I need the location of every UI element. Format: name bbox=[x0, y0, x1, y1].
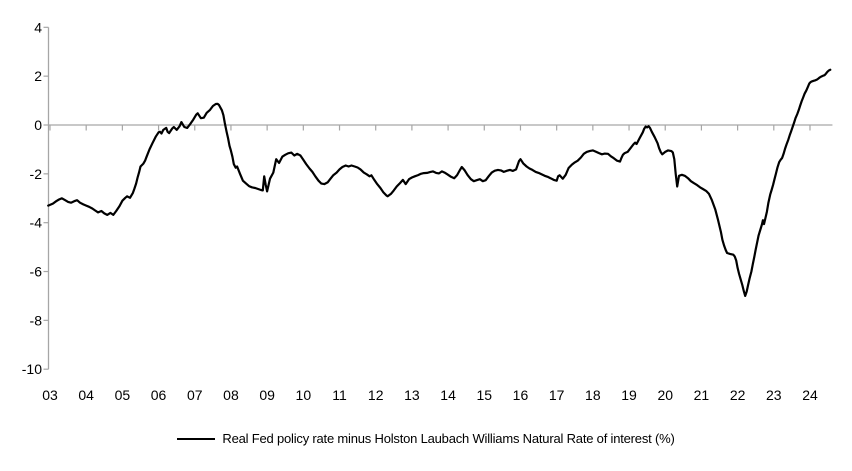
data-line-series bbox=[47, 68, 832, 297]
x-axis-label: 21 bbox=[694, 387, 710, 403]
x-axis-label: 05 bbox=[115, 387, 131, 403]
x-axis-label: 07 bbox=[187, 387, 203, 403]
x-axis-label: 09 bbox=[259, 387, 275, 403]
y-axis-label: -2 bbox=[30, 166, 43, 182]
y-axis-label: -10 bbox=[22, 361, 42, 377]
x-axis-label: 14 bbox=[440, 387, 456, 403]
x-axis-label: 17 bbox=[549, 387, 565, 403]
x-axis-label: 16 bbox=[513, 387, 529, 403]
y-axis-label: 4 bbox=[34, 19, 42, 35]
y-axis-label: -6 bbox=[30, 264, 43, 280]
x-axis-label: 13 bbox=[404, 387, 420, 403]
legend: Real Fed policy rate minus Holston Lauba… bbox=[0, 431, 852, 446]
x-axis-label: 06 bbox=[151, 387, 167, 403]
x-axis-label: 08 bbox=[223, 387, 239, 403]
y-axis-label: -8 bbox=[30, 312, 43, 328]
y-axis-label: -4 bbox=[30, 215, 43, 231]
x-axis-label: 20 bbox=[657, 387, 673, 403]
y-axis-label: 2 bbox=[34, 68, 42, 84]
x-axis-label: 12 bbox=[368, 387, 384, 403]
legend-line-sample bbox=[177, 437, 216, 440]
x-axis-label: 15 bbox=[476, 387, 492, 403]
x-axis-label: 23 bbox=[766, 387, 782, 403]
x-axis-label: 10 bbox=[296, 387, 312, 403]
x-axis-label: 22 bbox=[730, 387, 746, 403]
x-axis-label: 03 bbox=[42, 387, 58, 403]
y-axis-label: 0 bbox=[34, 117, 42, 133]
x-axis-label: 11 bbox=[332, 387, 347, 403]
x-axis-label: 18 bbox=[585, 387, 601, 403]
x-axis-label: 24 bbox=[802, 387, 818, 403]
legend-label: Real Fed policy rate minus Holston Lauba… bbox=[222, 431, 675, 446]
x-axis-label: 19 bbox=[621, 387, 637, 403]
x-axis-label: 04 bbox=[78, 387, 94, 403]
